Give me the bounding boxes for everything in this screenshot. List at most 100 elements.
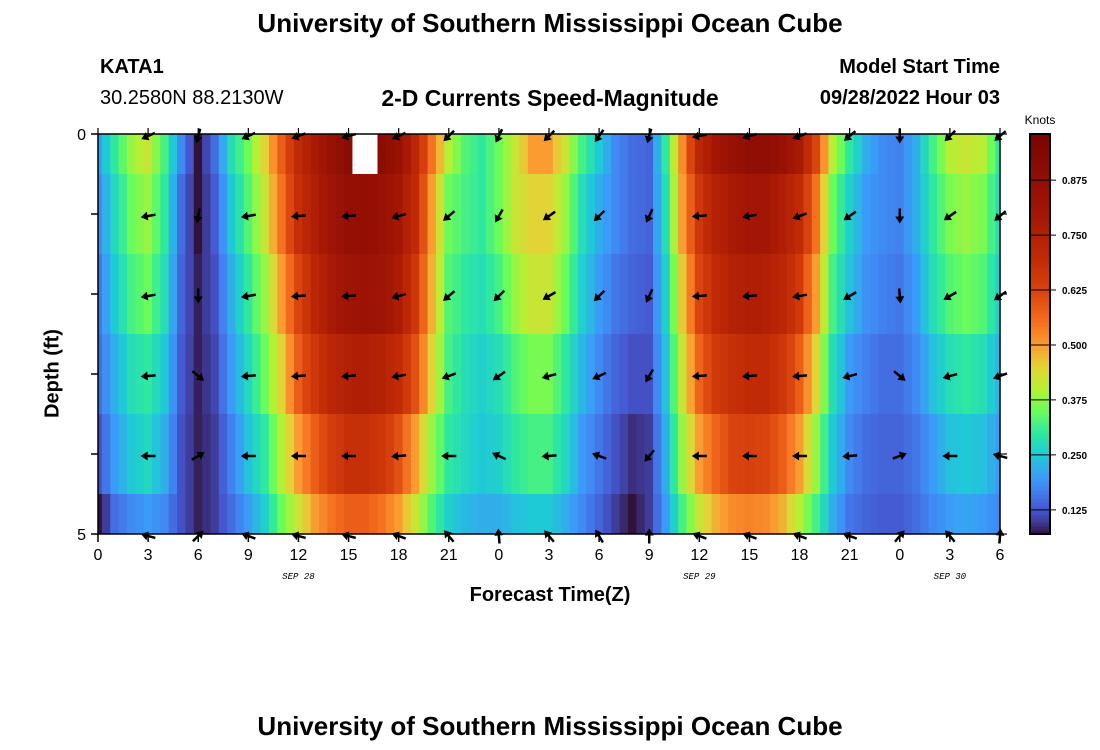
heatmap-cell — [151, 334, 161, 414]
arrow-head — [992, 371, 1002, 381]
colorbar-tick-label: 0.875 — [1062, 176, 1087, 187]
heatmap-cell — [577, 494, 587, 534]
heatmap-cell — [369, 494, 379, 534]
heatmap-cell — [661, 414, 671, 494]
heatmap-cell — [987, 174, 997, 254]
heatmap-cell — [853, 174, 863, 254]
arrow-head — [691, 451, 699, 461]
heatmap-cell — [678, 254, 688, 334]
heatmap-cell — [886, 494, 896, 534]
heatmap-cell — [903, 334, 913, 414]
heatmap-cell — [452, 254, 462, 334]
heatmap-cell — [686, 494, 696, 534]
heatmap-cell — [561, 174, 571, 254]
current-arrow — [691, 131, 707, 141]
heatmap-cell — [602, 334, 612, 414]
heatmap-cell — [853, 254, 863, 334]
current-arrow — [594, 529, 604, 544]
heatmap-cell — [611, 334, 621, 414]
heatmap-cell — [185, 254, 195, 334]
heatmap-cell — [962, 494, 972, 534]
current-arrow — [544, 530, 555, 543]
heatmap-cell — [544, 174, 554, 254]
heatmap-cell — [937, 414, 947, 494]
heatmap-cell — [669, 334, 679, 414]
colorbar-segment — [1030, 214, 1050, 219]
heatmap-cell — [519, 494, 529, 534]
x-tick-label: 15 — [741, 547, 759, 564]
colorbar-segment — [1030, 482, 1050, 487]
heatmap-cell — [928, 254, 938, 334]
arrow-head — [792, 211, 801, 221]
arrow-head — [594, 133, 603, 143]
heatmap-cell — [903, 134, 913, 174]
heatmap-cell — [435, 414, 445, 494]
heatmap-cell — [678, 134, 688, 174]
colorbar-segment — [1030, 490, 1050, 495]
heatmap-cell — [795, 134, 805, 174]
heatmap-cell — [970, 494, 980, 534]
heatmap-cell — [218, 254, 228, 334]
heatmap-cell — [778, 134, 788, 174]
heatmap-cell — [410, 134, 420, 174]
heatmap-cell — [302, 494, 312, 534]
heatmap-cell — [845, 414, 855, 494]
heatmap-cell — [98, 334, 103, 414]
current-arrow — [341, 131, 357, 141]
heatmap-cell — [719, 334, 729, 414]
colorbar-segment — [1030, 354, 1050, 359]
arrow-head — [541, 371, 550, 381]
heatmap-cell — [319, 414, 328, 494]
arrow-head — [742, 131, 751, 141]
current-arrow — [644, 528, 654, 544]
heatmap-cell — [761, 494, 771, 534]
heatmap-cell — [895, 494, 905, 534]
heatmap-cell — [803, 134, 813, 174]
heatmap-cell — [686, 174, 696, 254]
heatmap-cell — [978, 174, 988, 254]
arrow-head — [493, 293, 502, 302]
colorbar-segment — [1030, 294, 1050, 299]
heatmap-cell — [811, 414, 821, 494]
current-arrow — [391, 291, 407, 301]
heatmap-cell — [577, 414, 587, 494]
heatmap-cell — [385, 334, 395, 414]
heatmap-cell — [602, 494, 612, 534]
heatmap-cell — [703, 174, 713, 254]
heatmap-cell — [427, 494, 437, 534]
arrow-head — [494, 528, 504, 536]
heatmap-cell — [928, 134, 938, 174]
heatmap-cell — [477, 334, 487, 414]
heatmap-cell — [711, 494, 721, 534]
heatmap-cell — [820, 334, 830, 414]
heatmap-cell — [586, 254, 596, 334]
arrow-head — [240, 291, 249, 301]
heatmap-cell — [611, 254, 621, 334]
heatmap-cell — [110, 254, 120, 334]
heatmap-cell — [252, 254, 262, 334]
current-arrow — [942, 371, 958, 381]
heatmap-cell — [511, 494, 521, 534]
heatmap-cell — [912, 174, 921, 254]
heatmap-cell — [669, 494, 679, 534]
colorbar-segment — [1030, 458, 1050, 463]
current-arrow — [644, 208, 654, 223]
heatmap-cell — [126, 174, 136, 254]
x-tick-label: 0 — [94, 547, 103, 564]
colorbar-segment — [1030, 334, 1050, 339]
arrow-head — [691, 371, 700, 381]
colorbar-segment — [1030, 158, 1050, 163]
colorbar-segment — [1030, 310, 1050, 315]
current-arrow — [741, 291, 758, 301]
colorbar-segment — [1030, 174, 1050, 179]
arrow-head — [494, 214, 503, 223]
heatmap-cell — [377, 174, 387, 254]
current-arrow — [290, 211, 307, 221]
heatmap-cell — [978, 134, 988, 174]
heatmap-cell — [310, 254, 320, 334]
heatmap-cell — [235, 254, 245, 334]
heatmap-cell — [886, 134, 896, 174]
current-arrow — [741, 451, 757, 461]
heatmap-cell — [135, 174, 145, 254]
